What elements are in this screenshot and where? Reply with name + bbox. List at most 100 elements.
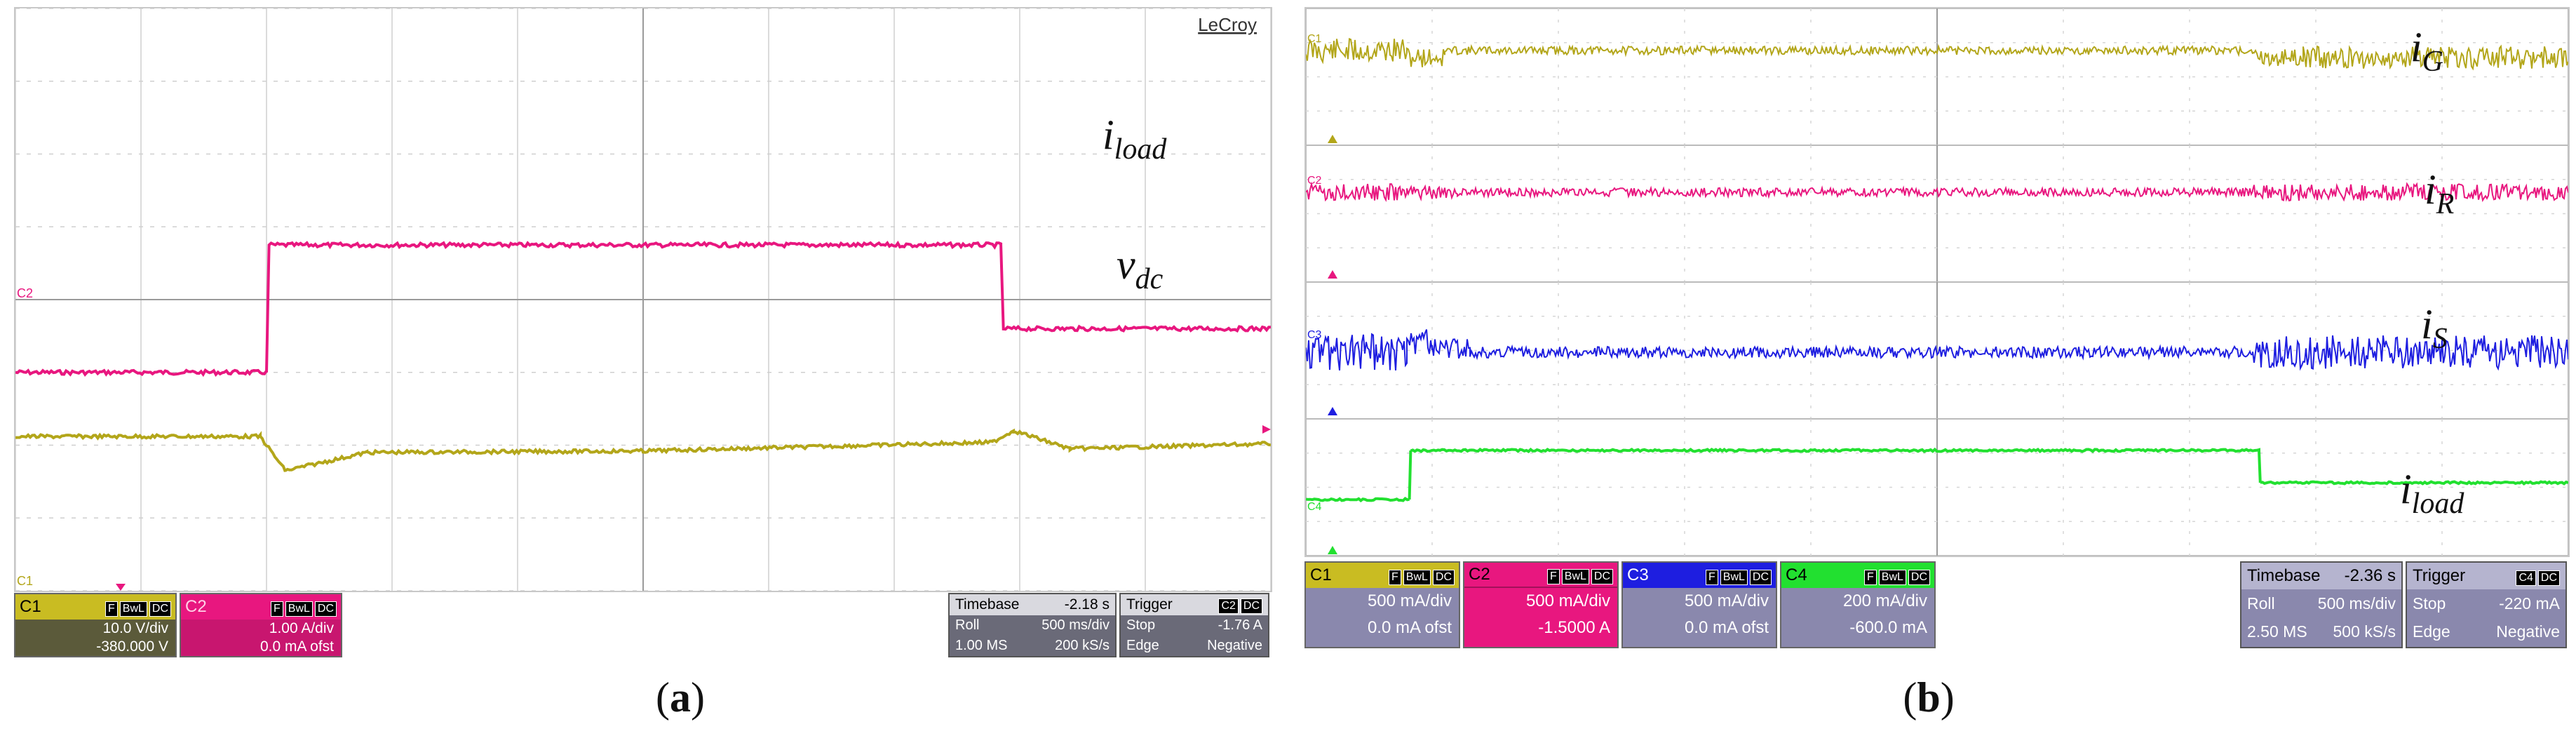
timebase-mode: Roll	[2247, 594, 2275, 613]
channel-box-a-c1: C1 F BwL DC 10.0 V/div -380.000 V	[14, 593, 177, 657]
tag-bwl: BwL	[119, 601, 147, 617]
trigger-channel: C4	[2516, 570, 2536, 586]
waveform-plot-b: iG iR iS iload C1 C2 C3 C4	[1306, 8, 2568, 556]
trigger-label: Trigger	[2413, 566, 2466, 585]
channel-box-b-c3: C3 F BwL DC 500 mA/div 0.0 mA ofst	[1621, 561, 1777, 648]
trace-label-i-load: iload	[1102, 112, 1167, 166]
trace-label-i-G: iG	[2410, 24, 2443, 78]
timebase-samples: 1.00 MS	[955, 638, 1008, 653]
trigger-mode: Stop	[1126, 617, 1156, 633]
scope-screen-a: iload vdc LeCroy C2 C1	[14, 7, 1272, 592]
trace-label-i-load: iload	[2400, 466, 2464, 520]
channel-box-b-c1: C1 F BwL DC 500 mA/div 0.0 mA ofst	[1304, 561, 1460, 648]
channel-offset: 0.0 mA ofst	[259, 638, 334, 655]
channel-scale: 500 mA/div	[1525, 591, 1610, 610]
channel-scale: 500 mA/div	[1367, 591, 1452, 610]
trace-i-r	[1306, 181, 2568, 203]
channel-offset: -1.5000 A	[1538, 618, 1610, 637]
trace-label-i-R: iR	[2425, 166, 2454, 220]
channel-offset: -600.0 mA	[1849, 618, 1927, 637]
timebase-rate: 500 ms/div	[2317, 594, 2396, 613]
tag-f: F	[270, 601, 283, 617]
panel-a: iload vdc LeCroy C2 C1 C1 F BwL DC 10.0 V/div …	[0, 0, 1276, 736]
lecroy-logo: LeCroy	[1198, 14, 1257, 35]
trigger-type: Edge	[2413, 622, 2450, 641]
timebase-sample-rate: 200 kS/s	[1055, 638, 1110, 653]
timebase-box-a: Timebase -2.18 s Roll 500 ms/div 1.00 MS 20…	[948, 593, 1117, 657]
strip-4	[1306, 418, 2568, 556]
trigger-level: -220 mA	[2499, 594, 2560, 613]
tag-f: F	[104, 601, 118, 617]
caption-b: (b)	[1903, 674, 1955, 721]
trace-i-g	[1306, 37, 2568, 71]
trigger-coupling: DC	[1240, 598, 1262, 614]
channel-offset: 0.0 mA ofst	[1684, 618, 1769, 637]
channel-id: C1	[20, 597, 41, 616]
trigger-level-marker	[1262, 425, 1271, 434]
tag-bwl: BwL	[1561, 569, 1589, 584]
channel-marker-c1: C1	[1307, 33, 1322, 45]
timebase-value: -2.36 s	[2344, 566, 2396, 585]
trigger-label: Trigger	[1126, 596, 1173, 613]
timebase-label: Timebase	[2247, 566, 2321, 585]
info-bar-b: C1 F BwL DC 500 mA/div 0.0 mA ofst C2 F BwL DC…	[1304, 561, 2567, 660]
channel-id: C3	[1627, 566, 1649, 584]
trigger-box-a: Trigger C2 DC Stop -1.76 A Edge Negative	[1119, 593, 1269, 657]
tag-f: F	[1705, 570, 1718, 585]
strip-1	[1306, 8, 2568, 146]
trigger-mode: Stop	[2413, 594, 2446, 613]
trace-i-load	[15, 241, 1271, 377]
channel-marker-c4: C4	[1307, 501, 1322, 513]
timebase-box-b: Timebase -2.36 s Roll 500 ms/div 2.50 MS 50…	[2240, 561, 2403, 648]
channel-scale: 1.00 A/div	[269, 620, 334, 636]
channel-scale: 200 mA/div	[1842, 591, 1927, 610]
info-bar-a: C1 F BwL DC 10.0 V/div -380.000 V C2 F BwL D…	[14, 593, 1269, 660]
trigger-box-b: Trigger C4 DC Stop -220 mA Edge Negative	[2406, 561, 2567, 648]
tag-f: F	[1863, 570, 1877, 585]
trigger-slope: Negative	[2496, 622, 2560, 641]
trace-i-s	[1306, 329, 2568, 371]
channel-offset: -380.000 V	[96, 638, 168, 655]
channel-marker-c2: C2	[1307, 175, 1322, 187]
tag-bwl: BwL	[1403, 570, 1431, 585]
timebase-mode: Roll	[955, 617, 980, 633]
channel-id: C1	[1310, 566, 1332, 584]
tag-dc: DC	[1591, 569, 1613, 584]
tag-dc: DC	[149, 601, 171, 617]
tag-dc: DC	[314, 601, 337, 617]
trace-label-i-S: iS	[2421, 301, 2448, 355]
caption-a: (a)	[656, 674, 705, 721]
trace-label-v-dc: vdc	[1117, 241, 1164, 295]
panel-b: iG iR iS iload C1 C2 C3 C4 C1 F BwL DC 500 mA/div …	[1290, 0, 2576, 736]
timebase-value: -2.18 s	[1064, 596, 1110, 613]
channel-offset: 0.0 mA ofst	[1367, 618, 1452, 637]
tag-dc: DC	[1749, 570, 1772, 585]
timebase-samples: 2.50 MS	[2247, 622, 2307, 641]
channel-scale: 500 mA/div	[1684, 591, 1769, 610]
trigger-type: Edge	[1126, 638, 1159, 653]
channel-id: C2	[185, 597, 207, 616]
timebase-rate: 500 ms/div	[1041, 617, 1110, 633]
channel-id: C4	[1786, 566, 1807, 584]
strip-3	[1306, 281, 2568, 420]
channel-scale: 10.0 V/div	[102, 620, 168, 636]
grid-a	[15, 8, 1271, 591]
tag-dc: DC	[1908, 570, 1930, 585]
trigger-time-marker	[1328, 407, 1337, 415]
scope-screen-b: iG iR iS iload C1 C2 C3 C4	[1304, 7, 2570, 557]
trigger-slope: Negative	[1207, 638, 1262, 653]
trigger-coupling: DC	[2537, 570, 2560, 586]
tag-bwl: BwL	[285, 601, 313, 617]
trigger-time-marker	[1328, 135, 1337, 143]
channel-box-b-c2: C2 F BwL DC 500 mA/div -1.5000 A	[1463, 561, 1619, 648]
trigger-time-marker	[1328, 546, 1337, 554]
channel-box-a-c2: C2 F BwL DC 1.00 A/div 0.0 mA ofst	[180, 593, 342, 657]
channel-id: C2	[1469, 565, 1490, 584]
trace-v-dc	[15, 428, 1271, 472]
trigger-level: -1.76 A	[1218, 617, 1262, 633]
trigger-channel: C2	[1218, 598, 1239, 614]
strip-2	[1306, 145, 2568, 283]
trace-i-load	[1306, 447, 2568, 502]
channel-box-b-c4: C4 F BwL DC 200 mA/div -600.0 mA	[1780, 561, 1936, 648]
tag-bwl: BwL	[1720, 570, 1748, 585]
